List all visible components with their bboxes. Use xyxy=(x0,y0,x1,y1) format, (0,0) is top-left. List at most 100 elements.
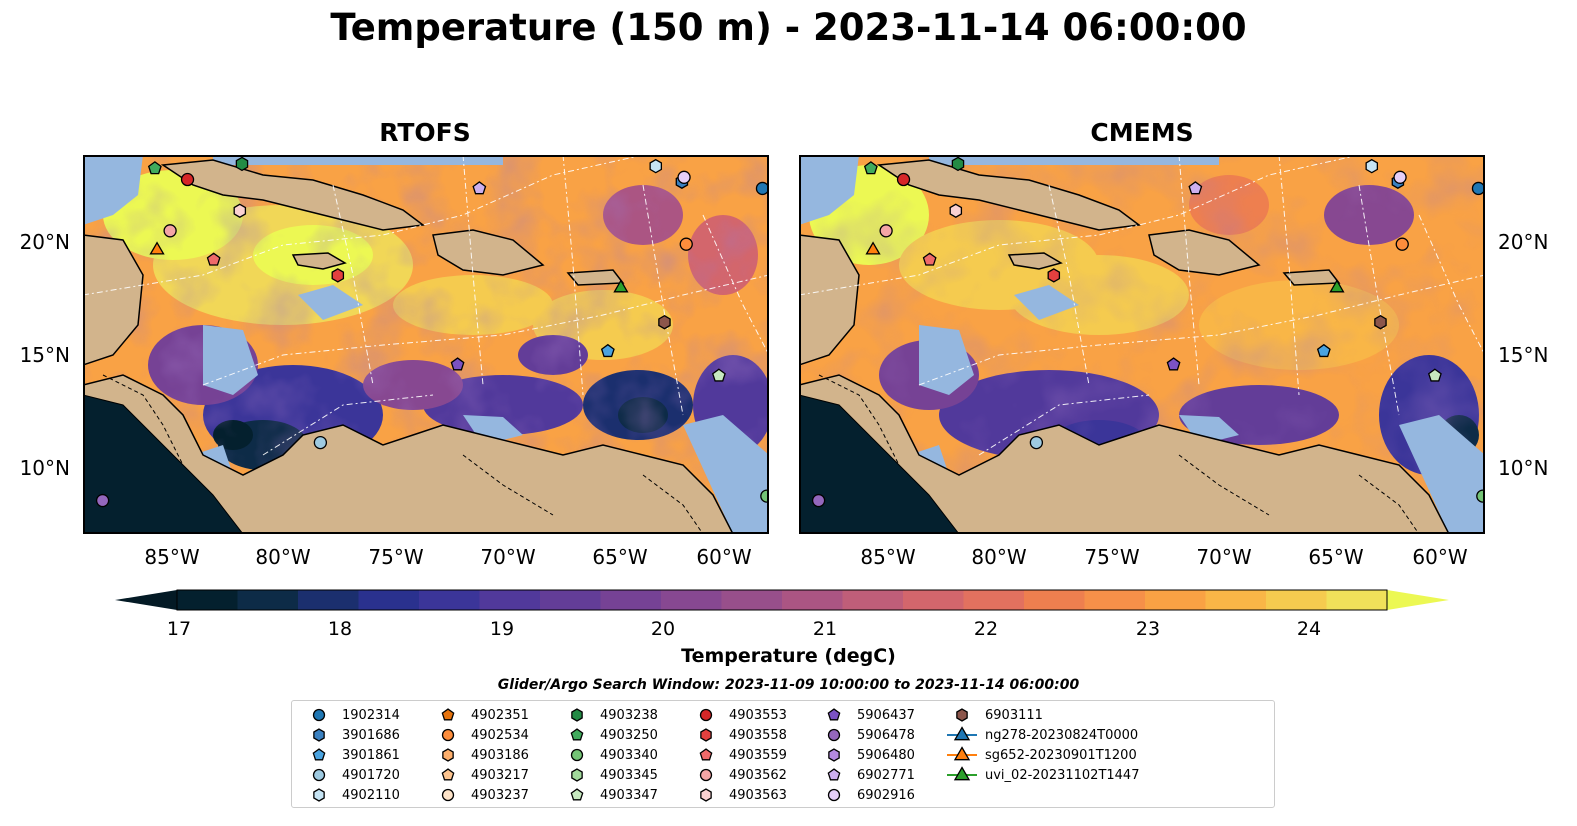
legend-item: 6903111 xyxy=(947,705,1043,725)
colorbar-segment xyxy=(1326,590,1388,610)
colorbar-segment xyxy=(358,590,420,610)
float-marker-6902916 xyxy=(1393,170,1407,184)
legend-label: 4903559 xyxy=(729,747,787,763)
colorbar-segment xyxy=(479,590,541,610)
float-marker-4903562 xyxy=(163,224,177,238)
triangle-line-marker-icon xyxy=(947,746,977,761)
circle-marker-icon xyxy=(441,728,455,742)
lat-label-15n-right: 15°N xyxy=(1498,343,1549,367)
colorbar-tick-23: 23 xyxy=(1135,618,1161,640)
float-marker-4903553 xyxy=(180,172,195,187)
legend-item: 4902110 xyxy=(304,785,400,805)
pacific-ocean xyxy=(799,394,960,534)
legend-item: 5906478 xyxy=(819,725,915,745)
float-marker-6903111 xyxy=(1374,314,1387,330)
lon-label-70w-right: 70°W xyxy=(1196,545,1252,569)
country-borders xyxy=(102,374,704,534)
float-marker-4902110 xyxy=(649,158,663,174)
float-marker-4903558 xyxy=(331,268,345,283)
figure-title: Temperature (150 m) - 2023-11-14 06:00:0… xyxy=(330,6,1247,49)
colorbar-tick-22: 22 xyxy=(973,618,999,640)
lat-label-10n-right: 10°N xyxy=(1498,456,1549,480)
hexagon-marker-icon xyxy=(828,748,840,762)
colorbar-tick-24: 24 xyxy=(1296,618,1322,640)
pentagon-marker-icon xyxy=(312,748,326,761)
country-borders xyxy=(818,374,1420,534)
float-marker-4903238 xyxy=(951,156,965,172)
legend-item: 6902771 xyxy=(819,765,915,785)
lon-label-75w-left: 75°W xyxy=(368,545,424,569)
legend-item: 5906437 xyxy=(819,705,915,725)
colorbar-segment xyxy=(600,590,662,610)
lon-label-65w-left: 65°W xyxy=(592,545,648,569)
pentagon-marker-icon xyxy=(827,708,841,721)
colorbar-tick-19: 19 xyxy=(489,618,515,640)
map-panel-rtofs[interactable] xyxy=(83,155,769,534)
pentagon-marker-icon xyxy=(570,788,584,801)
search-window-caption: Glider/Argo Search Window: 2023-11-09 10… xyxy=(497,677,1080,693)
colorbar-segment xyxy=(298,590,360,610)
legend-label: 4902351 xyxy=(471,707,529,723)
float-marker-4903238 xyxy=(235,156,249,172)
circle-marker-icon xyxy=(312,768,326,782)
map-panel-cmems[interactable] xyxy=(799,155,1485,534)
legend-item: 4903558 xyxy=(691,725,787,745)
float-marker-4903340 xyxy=(1476,489,1485,503)
colorbar-tick-21: 21 xyxy=(812,618,838,640)
float-marker-5906437 xyxy=(1166,357,1181,371)
hexagon-marker-icon xyxy=(571,708,583,722)
float-markers xyxy=(95,156,769,508)
land xyxy=(799,159,1450,534)
colorbar-segment xyxy=(1205,590,1267,610)
float-marker-4903562 xyxy=(879,224,893,238)
legend-label: 6902916 xyxy=(857,787,915,803)
panel-title-rtofs: RTOFS xyxy=(379,118,471,147)
float-marker-4903558 xyxy=(1047,268,1061,283)
lat-label-10n-left: 10°N xyxy=(19,456,70,480)
colorbar-over-arrow xyxy=(1387,590,1449,610)
colorbar-segment xyxy=(237,590,299,610)
legend-item: 4902351 xyxy=(433,705,529,725)
colorbar-segment xyxy=(1084,590,1146,610)
legend-item: 4902534 xyxy=(433,725,529,745)
float-marker-6902771 xyxy=(1188,181,1203,195)
legend-label: sg652-20230901T1200 xyxy=(985,747,1137,763)
legend-label: 4903347 xyxy=(600,787,658,803)
legend-label: 4903345 xyxy=(600,767,658,783)
panel-title-cmems: CMEMS xyxy=(1090,118,1194,147)
pentagon-marker-icon xyxy=(570,728,584,741)
float-marker-sg652-20230901T1200 xyxy=(865,241,881,255)
legend-item: 4903347 xyxy=(562,785,658,805)
legend-item: sg652-20230901T1200 xyxy=(947,745,1137,765)
legend-label: uvi_02-20231102T1447 xyxy=(985,767,1140,783)
lon-label-65w-right: 65°W xyxy=(1308,545,1364,569)
colorbar-under-arrow xyxy=(115,590,177,610)
lat-label-15n-left: 15°N xyxy=(19,343,70,367)
legend-item: 6902916 xyxy=(819,785,915,805)
triangle-line-marker-icon xyxy=(947,726,977,741)
float-marker-3901861 xyxy=(600,343,615,358)
legend-label: 4903217 xyxy=(471,767,529,783)
legend-item: 3901686 xyxy=(304,725,400,745)
float-marker-5906437 xyxy=(450,357,465,371)
legend-label: 4901720 xyxy=(342,767,400,783)
circle-marker-icon xyxy=(827,788,841,802)
float-marker-6902771 xyxy=(472,181,487,195)
float-marker-5906478 xyxy=(811,493,826,508)
legend-label: 3901861 xyxy=(342,747,400,763)
lat-label-20n-left: 20°N xyxy=(19,230,70,254)
hexagon-marker-icon xyxy=(700,788,712,802)
float-marker-4903340 xyxy=(760,489,769,503)
lon-label-60w-right: 60°W xyxy=(1412,545,1468,569)
colorbar-segment xyxy=(782,590,844,610)
pentagon-marker-icon xyxy=(441,768,455,781)
pacific-ocean xyxy=(83,394,244,534)
lon-label-85w-left: 85°W xyxy=(144,545,200,569)
float-marker-4903563 xyxy=(949,203,963,218)
colorbar-tick-20: 20 xyxy=(650,618,676,640)
legend-label: 5906480 xyxy=(857,747,915,763)
float-marker-1902314 xyxy=(755,181,769,196)
hexagon-marker-icon xyxy=(313,728,325,742)
hexagon-marker-icon xyxy=(571,768,583,782)
legend-item: 4903553 xyxy=(691,705,787,725)
